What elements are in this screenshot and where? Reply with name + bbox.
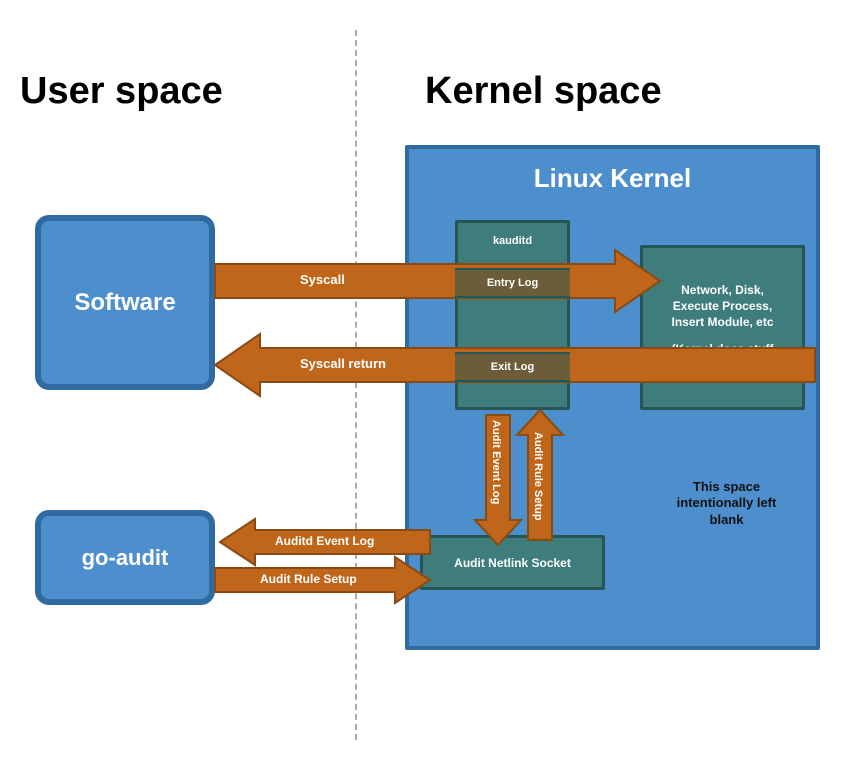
netlink-socket-label: Audit Netlink Socket (454, 556, 571, 570)
divider-line (355, 30, 357, 740)
kernel-actions-l1: Network, Disk, (681, 282, 764, 298)
blank-note-l1: This space (644, 479, 809, 495)
heading-user-space: User space (20, 70, 223, 113)
kauditd-title: kauditd (458, 235, 567, 247)
label-syscall-return: Syscall return (300, 356, 386, 371)
kauditd-exit-log: Exit Log (455, 352, 570, 382)
go-audit-label: go-audit (82, 545, 169, 571)
linux-kernel-title: Linux Kernel (409, 163, 816, 194)
label-audit-event-log-v: Audit Event Log (490, 420, 502, 504)
kernel-actions-l4: (Kernel does stuff (671, 341, 773, 357)
kernel-actions-box: Network, Disk, Execute Process, Insert M… (640, 245, 805, 410)
go-audit-box: go-audit (35, 510, 215, 605)
kauditd-entry-log: Entry Log (455, 268, 570, 298)
heading-kernel-space: Kernel space (425, 70, 662, 113)
kernel-actions-l3: Insert Module, etc (671, 314, 773, 330)
blank-note-l3: blank (644, 512, 809, 528)
label-syscall: Syscall (300, 272, 345, 287)
kernel-actions-l2: Execute Process, (673, 298, 772, 314)
software-box: Software (35, 215, 215, 390)
label-audit-rule-setup-h: Audit Rule Setup (260, 572, 357, 586)
label-auditd-event-log: Auditd Event Log (275, 534, 374, 548)
software-label: Software (74, 289, 175, 317)
label-audit-rule-setup-v: Audit Rule Setup (532, 432, 544, 521)
blank-note-l2: intentionally left (644, 495, 809, 511)
blank-note: This space intentionally left blank (644, 479, 809, 528)
netlink-socket-box: Audit Netlink Socket (420, 535, 605, 590)
kernel-actions-l5: here) (708, 357, 737, 373)
